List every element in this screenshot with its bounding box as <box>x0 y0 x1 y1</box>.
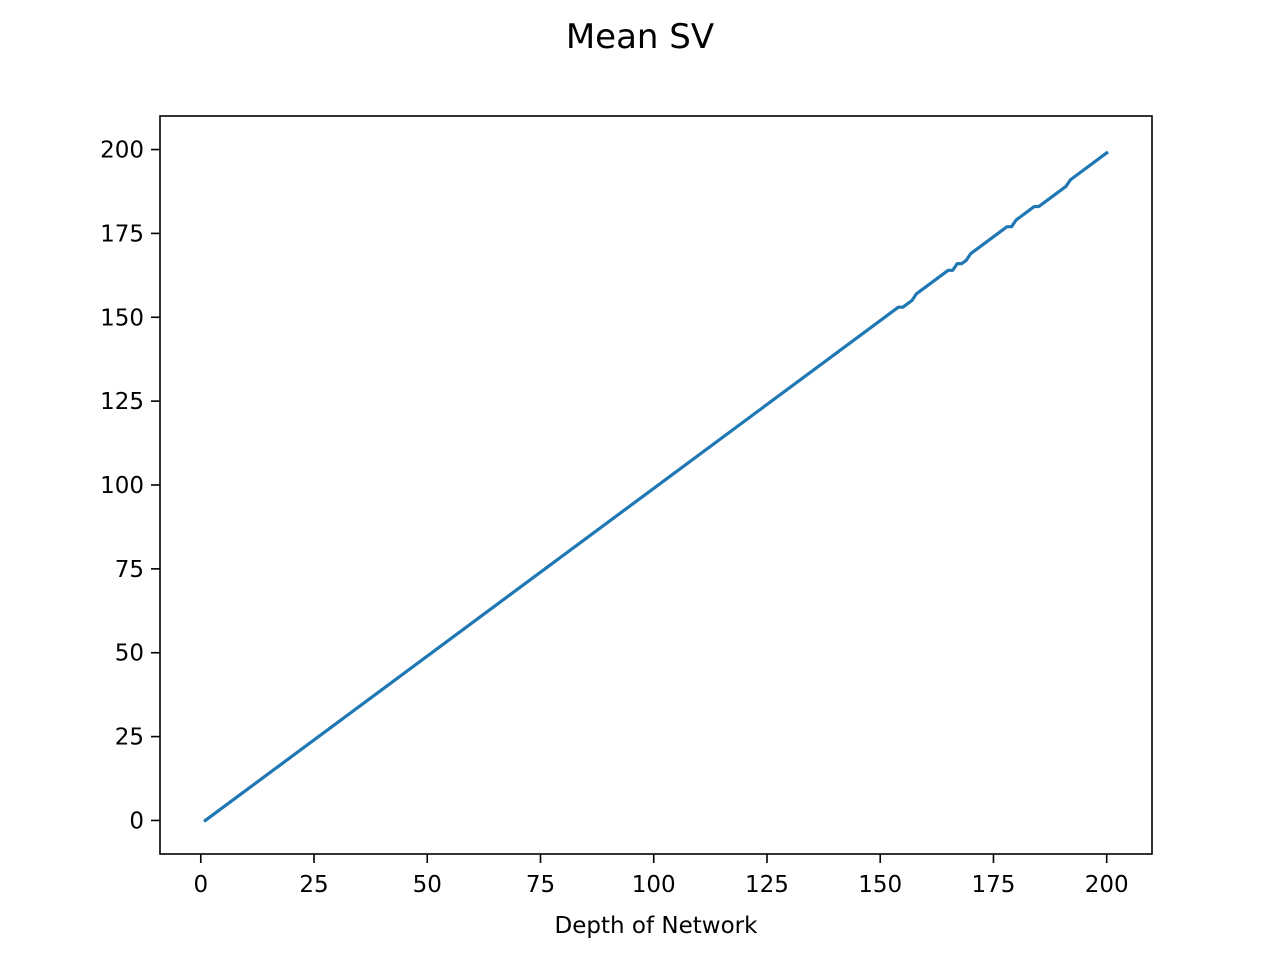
x-tick-label: 25 <box>299 872 328 898</box>
x-tick-label: 125 <box>745 872 789 898</box>
x-tick-label: 75 <box>526 872 555 898</box>
y-tick-label: 0 <box>129 808 144 834</box>
x-tick-label: 50 <box>413 872 442 898</box>
x-axis-label: Depth of Network <box>555 913 759 939</box>
series-line <box>203 150 1109 823</box>
y-axis: 0 25 50 75 100 125 150 175 200 <box>100 138 160 834</box>
chart-title: Mean SV <box>566 17 714 57</box>
x-tick-label: 200 <box>1085 872 1129 898</box>
x-tick-label: 0 <box>193 872 208 898</box>
y-tick-label: 150 <box>100 305 144 331</box>
x-tick-label: 175 <box>972 872 1016 898</box>
y-tick-label: 75 <box>115 557 144 583</box>
y-tick-label: 100 <box>100 473 144 499</box>
x-axis: 0 25 50 75 100 125 150 175 200 <box>193 854 1129 898</box>
y-tick-label: 200 <box>100 138 144 164</box>
x-tick-label: 100 <box>632 872 676 898</box>
y-tick-label: 25 <box>115 725 144 751</box>
series-layer <box>203 150 1109 823</box>
y-tick-label: 50 <box>115 641 144 667</box>
y-tick-label: 125 <box>100 389 144 415</box>
y-tick-label: 175 <box>100 221 144 247</box>
x-tick-label: 150 <box>858 872 902 898</box>
